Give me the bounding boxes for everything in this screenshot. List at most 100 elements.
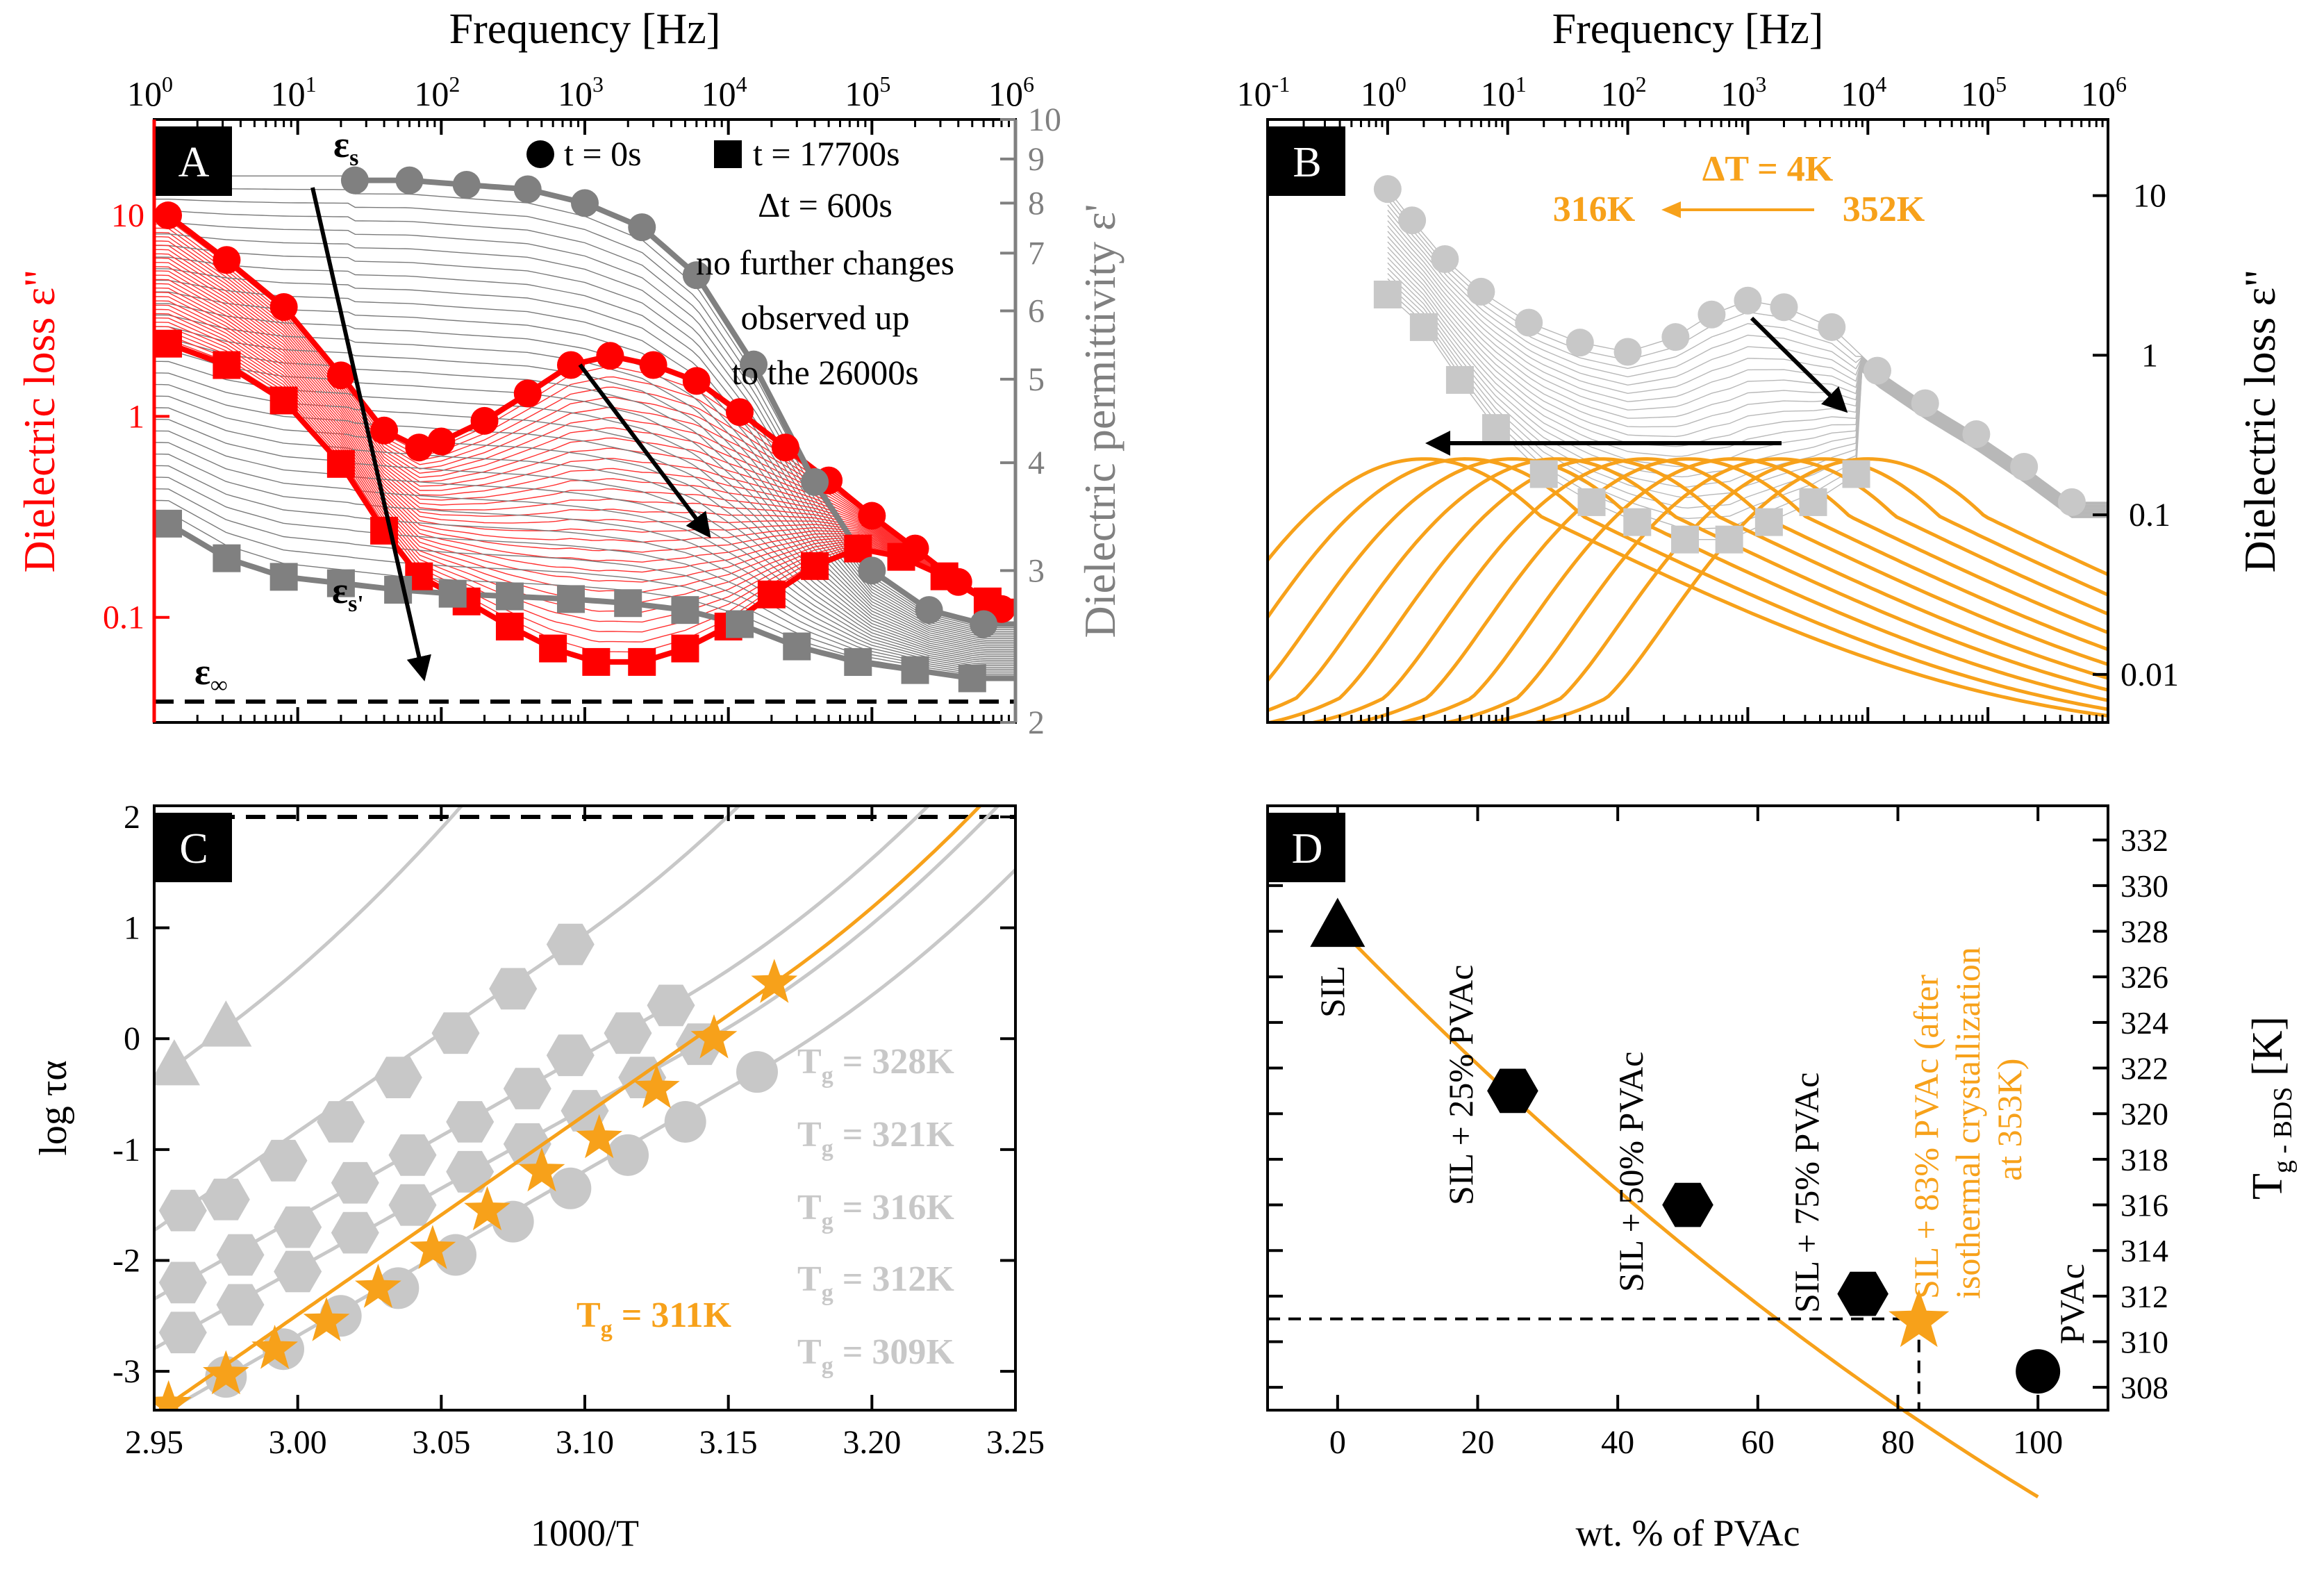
data-point-square <box>438 579 467 608</box>
data-point-circle <box>269 292 298 321</box>
panel-a-y-right: 2 3 4 5 6 7 8 910 Dielectric permittivity ε' <box>1000 101 1124 741</box>
tg-symbol: T <box>797 1115 822 1155</box>
x-tick-label: 104 <box>1841 72 1886 113</box>
data-point-square <box>1577 488 1606 516</box>
panel-c-plot <box>154 806 1015 1410</box>
orange-loss-curve <box>1529 457 2108 722</box>
y-tick-label: 330 <box>2120 868 2168 904</box>
label-sil-50: SIL + 50% PVAc <box>1611 1052 1650 1292</box>
data-point-square <box>495 582 524 611</box>
panel-c-y-title: log τα <box>32 1060 75 1155</box>
data-point-circle <box>1734 286 1762 315</box>
data-point-square <box>1481 414 1510 442</box>
panel-b-x-title: Frequency [Hz] <box>1552 6 1824 53</box>
legend-circle-label: t = 0s <box>564 134 642 173</box>
data-point-hexagon <box>446 1150 495 1193</box>
tick-base: 10 <box>127 74 162 113</box>
panel-c-series-markers <box>154 959 798 1410</box>
y-tick-label: 308 <box>2120 1370 2168 1405</box>
tg-sub: g <box>822 1280 833 1306</box>
data-point-circle <box>1770 293 1798 322</box>
data-point-circle <box>596 342 624 370</box>
data-point-hexagon <box>274 1206 322 1248</box>
grey-curve <box>1387 247 2108 511</box>
x-tick-label: 106 <box>988 72 1034 113</box>
permittivity-curve <box>154 256 1015 638</box>
tick-exp: 2 <box>1636 72 1647 97</box>
data-point-square <box>326 569 355 597</box>
tick-exp: 1 <box>1516 72 1527 97</box>
tick-exp: 1 <box>306 72 317 97</box>
data-point-star <box>355 1264 401 1308</box>
fit-curve <box>154 806 931 1301</box>
data-point-hexagon <box>446 1101 495 1143</box>
data-point-square <box>582 647 611 676</box>
y-tick-label: 324 <box>2120 1005 2168 1041</box>
panel-b-plot <box>1268 175 2108 722</box>
data-point-triangle <box>1310 897 1366 948</box>
data-point-circle <box>2016 1349 2061 1394</box>
data-point-circle <box>513 379 542 408</box>
data-point-circle <box>771 433 799 462</box>
tick-base: 10 <box>1720 74 1755 113</box>
tg-value: = 311K <box>613 1296 732 1335</box>
data-point-square <box>1373 281 1402 309</box>
panel-c: 2.95 3.00 3.05 3.10 3.15 3.20 3.25 1000/T -3 -2 -1… <box>32 799 1045 1554</box>
data-point-star <box>409 1225 456 1269</box>
tick-base: 10 <box>1237 74 1272 113</box>
data-point-circle <box>405 433 433 462</box>
eps-sp-symbol: ε <box>332 570 348 611</box>
data-point-hexagon <box>1837 1271 1889 1316</box>
data-point-hexagon <box>604 1012 652 1054</box>
x-tick-label: 100 <box>1361 72 1406 113</box>
permittivity-curve <box>154 349 1015 652</box>
y-right-tick-label: 3 <box>1028 552 1045 589</box>
tick-exp: 6 <box>1023 72 1034 97</box>
y-tick-label: 332 <box>2120 822 2168 858</box>
data-point-circle <box>682 261 711 290</box>
tick-base: 10 <box>414 74 449 113</box>
data-point-star <box>303 1297 350 1341</box>
x-tick-label: 3.00 <box>269 1424 327 1461</box>
data-point-square <box>887 543 915 571</box>
grey-curve <box>1387 204 2108 505</box>
permittivity-curve <box>154 454 1015 668</box>
data-point-square <box>556 585 585 613</box>
data-point-circle <box>1962 420 1991 449</box>
panel-c-label: C <box>179 825 208 872</box>
data-point-square <box>1445 365 1474 394</box>
data-point-circle <box>395 166 424 195</box>
data-point-star <box>633 1064 680 1109</box>
x-tick-label: 104 <box>702 72 747 113</box>
panel-b-y-right: 0.01 0.1 1 10 Dielectric loss ε" <box>2093 178 2284 693</box>
data-point-hexagon <box>374 1057 422 1098</box>
tick-exp: 4 <box>736 72 747 97</box>
eps-inf-label: ε∞ <box>194 651 227 698</box>
data-point-hexagon <box>388 1134 437 1176</box>
y-tick-label: -3 <box>113 1353 140 1390</box>
tg-sub: g <box>822 1209 833 1234</box>
y-left-tick-label: 10 <box>111 197 144 234</box>
data-point-hexagon <box>317 1101 365 1143</box>
y-right-tick-label: 9 <box>1028 141 1045 178</box>
x-tick-label: 101 <box>1481 72 1527 113</box>
panel-c-x-ticks: 2.95 3.00 3.05 3.10 3.15 3.20 3.25 <box>125 806 1045 1461</box>
eps-inf-symbol: ε <box>194 651 210 693</box>
data-point-square <box>844 648 872 677</box>
x-tick-label: 105 <box>845 72 890 113</box>
x-tick-label: 3.05 <box>412 1424 470 1461</box>
panel-b-markers <box>1373 281 1870 554</box>
tick-exp: 4 <box>1875 72 1886 97</box>
data-point-hexagon <box>158 1189 207 1232</box>
data-point-square <box>973 587 1002 615</box>
y-left-tick-label: 0.1 <box>103 599 144 636</box>
data-point-hexagon <box>1662 1182 1713 1227</box>
data-point-hexagon <box>546 923 595 966</box>
grey-curve <box>1387 220 2108 508</box>
y-tick-label: 318 <box>2120 1142 2168 1177</box>
panel-b-markers <box>1373 175 2086 516</box>
data-point-square <box>726 610 754 638</box>
fit-curve <box>154 806 464 1084</box>
data-point-circle <box>858 556 886 585</box>
tg-sub: g <box>601 1316 613 1342</box>
